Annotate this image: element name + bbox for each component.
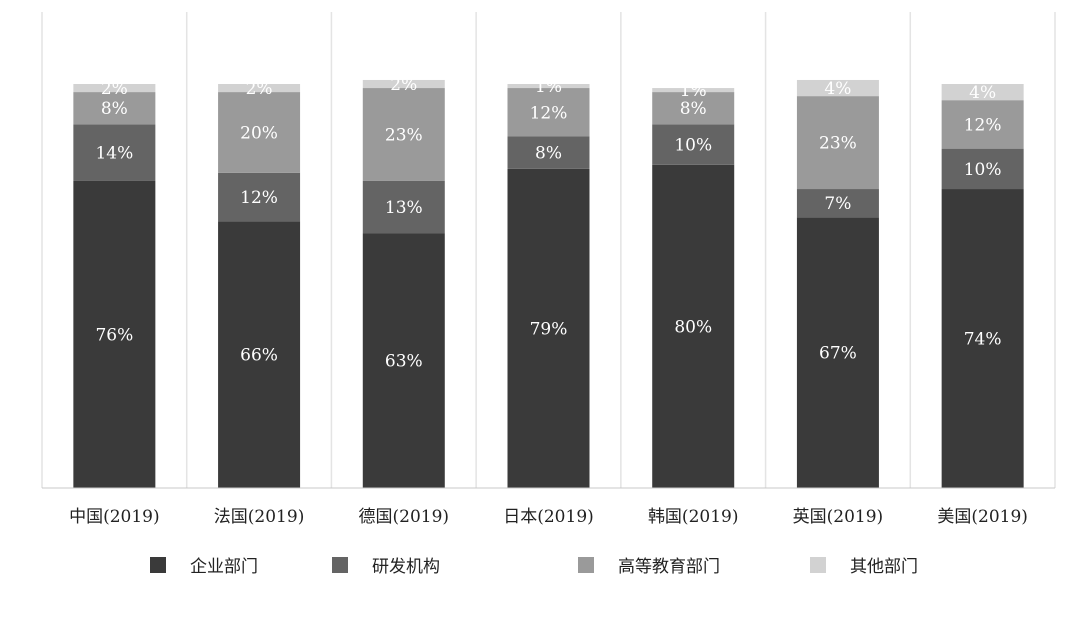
bar-segment-1-5 — [652, 164, 735, 489]
legend-swatch — [810, 557, 826, 573]
data-label: 2% — [101, 79, 128, 99]
bar-segment-2-7 — [941, 148, 1024, 190]
data-label: 80% — [674, 317, 712, 337]
data-label: 4% — [824, 79, 851, 99]
bar-segment-1-1 — [73, 180, 156, 488]
legend-swatch — [150, 557, 166, 573]
data-label: 79% — [530, 319, 568, 339]
bar-segment-4-3 — [362, 79, 445, 89]
bar-segment-2-3 — [362, 180, 445, 234]
bar-segment-2-5 — [652, 124, 735, 165]
data-label: 12% — [530, 103, 568, 123]
data-label: 12% — [240, 188, 278, 208]
bar-segment-1-3 — [362, 233, 445, 488]
data-label: 8% — [535, 144, 562, 164]
x-axis: 中国(2019) 法国(2019) 德国(2019) 日本(2019) 韩国(2019)… — [42, 487, 1055, 527]
x-tick-label: 美国(2019) — [937, 507, 1028, 527]
bar-segment-3-1 — [73, 92, 156, 125]
bars-group: 76%14%8%2%66%12%20%2%63%13%23%2%79%8%12%… — [73, 75, 1024, 489]
x-tick-label: 德国(2019) — [359, 507, 450, 527]
x-tick-label: 中国(2019) — [69, 507, 160, 527]
data-label: 10% — [964, 160, 1002, 180]
data-label: 1% — [680, 81, 707, 101]
data-label: 23% — [385, 126, 423, 146]
legend-swatch — [578, 557, 594, 573]
data-label: 67% — [819, 344, 857, 364]
bar-segment-3-2 — [218, 92, 301, 173]
data-label: 13% — [385, 198, 423, 218]
bar-segment-3-7 — [941, 100, 1024, 149]
bar-segment-2-1 — [73, 124, 156, 181]
data-label: 76% — [95, 325, 133, 345]
data-label: 4% — [969, 83, 996, 103]
bar-segment-1-6 — [796, 217, 879, 488]
data-label: 74% — [964, 330, 1002, 350]
x-tick-label: 日本(2019) — [503, 507, 594, 527]
bar-segment-3-4 — [507, 88, 590, 137]
data-label: 2% — [390, 75, 417, 95]
legend-label: 其他部门 — [850, 557, 918, 577]
data-label: 14% — [95, 144, 133, 164]
x-tick-label: 英国(2019) — [793, 507, 884, 527]
bar-segment-4-1 — [73, 84, 156, 93]
data-label: 7% — [824, 194, 851, 214]
data-label: 8% — [101, 99, 128, 119]
bar-segment-2-2 — [218, 172, 301, 222]
x-tick-label: 法国(2019) — [214, 507, 305, 527]
legend: 企业部门 研发机构 高等教育部门 其他部门 — [150, 557, 918, 577]
bar-segment-4-6 — [796, 79, 879, 97]
bar-segment-2-4 — [507, 136, 590, 169]
bar-segment-1-2 — [218, 221, 301, 489]
bar-segment-4-7 — [941, 84, 1024, 101]
data-label: 2% — [246, 79, 273, 99]
data-label: 10% — [674, 136, 712, 156]
bar-segment-3-3 — [362, 88, 445, 181]
bar-segment-4-5 — [652, 88, 735, 93]
legend-label: 高等教育部门 — [618, 557, 720, 577]
bar-segment-4-4 — [507, 84, 590, 89]
bar-segment-4-2 — [218, 84, 301, 93]
panel-dividers — [41, 12, 1056, 488]
bar-segment-1-7 — [941, 189, 1024, 489]
bar-segment-1-4 — [507, 168, 590, 488]
bar-segment-3-6 — [796, 96, 879, 190]
bar-segment-2-6 — [796, 189, 879, 218]
legend-label: 企业部门 — [190, 557, 258, 577]
data-label: 20% — [240, 123, 278, 143]
legend-swatch — [332, 557, 348, 573]
bar-segment-3-5 — [652, 92, 735, 125]
data-label: 23% — [819, 134, 857, 154]
data-label: 66% — [240, 346, 278, 366]
data-label: 8% — [680, 99, 707, 119]
data-label: 63% — [385, 352, 423, 372]
x-tick-label: 韩国(2019) — [648, 507, 739, 527]
data-label: 12% — [964, 115, 1002, 135]
legend-label: 研发机构 — [372, 557, 440, 577]
data-label: 1% — [535, 77, 562, 97]
